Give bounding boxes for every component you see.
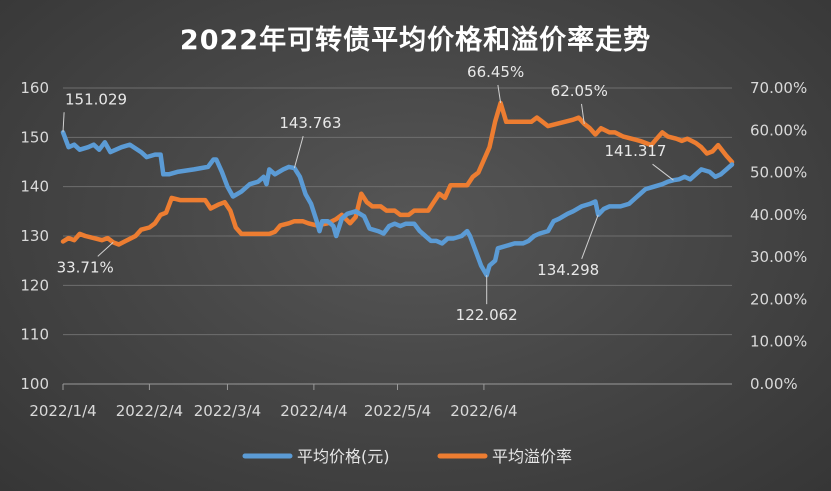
series-lines (60, 100, 735, 278)
x-tick-label: 2022/4/4 (280, 402, 347, 420)
data-label: 122.062 (456, 306, 518, 324)
legend-label: 平均价格(元) (297, 447, 390, 466)
price-line (60, 130, 735, 278)
legend: 平均价格(元) 平均溢价率 (242, 447, 572, 466)
label-leader (581, 103, 585, 125)
data-labels: 151.029 143.763 122.062 134.298 141.317 33.71… (57, 63, 674, 324)
y-right-tick-label: 60.00% (750, 121, 807, 139)
label-leader (293, 135, 304, 169)
label-leader (62, 112, 65, 133)
y-axis-left: 100 110 120 130 140 150 160 (20, 79, 49, 393)
x-tick-label: 2022/3/4 (194, 402, 261, 420)
y-right-tick-label: 10.00% (750, 333, 807, 351)
y-left-tick-label: 140 (20, 178, 49, 196)
data-label: 151.029 (65, 90, 127, 108)
label-leader (581, 214, 599, 259)
y-right-tick-label: 0.00% (750, 375, 798, 393)
gridlines (63, 87, 732, 385)
x-tick-label: 2022/6/4 (450, 402, 517, 420)
legend-label: 平均溢价率 (492, 447, 572, 466)
y-left-tick-label: 130 (20, 227, 49, 245)
y-right-tick-label: 30.00% (750, 248, 807, 266)
label-leader (97, 241, 114, 257)
data-label: 134.298 (537, 261, 599, 279)
data-label: 141.317 (604, 142, 666, 160)
data-label: 62.05% (551, 82, 608, 100)
y-axis-right: 0.00% 10.00% 20.00% 30.00% 40.00% 50.00% 60.00… (750, 79, 807, 393)
y-right-tick-label: 40.00% (750, 206, 807, 224)
y-left-tick-label: 120 (20, 276, 49, 294)
y-right-tick-label: 20.00% (750, 290, 807, 308)
x-tick-label: 2022/1/4 (29, 402, 96, 420)
premium-line (60, 100, 735, 247)
x-tick-label: 2022/5/4 (364, 402, 431, 420)
data-label: 33.71% (57, 258, 114, 276)
label-leader (652, 163, 674, 181)
data-label: 143.763 (279, 114, 341, 132)
y-left-tick-label: 110 (20, 326, 49, 344)
x-axis: 2022/1/4 2022/2/4 2022/3/4 2022/4/4 2022/5/4… (29, 384, 518, 420)
y-left-tick-label: 150 (20, 128, 49, 146)
x-tick-label: 2022/2/4 (116, 402, 183, 420)
y-left-tick-label: 100 (20, 375, 49, 393)
y-left-tick-label: 160 (20, 79, 49, 97)
label-leader (497, 84, 502, 104)
data-label: 66.45% (467, 63, 524, 81)
y-right-tick-label: 50.00% (750, 164, 807, 182)
chart-title: 2022年可转债平均价格和溢价率走势 (179, 25, 652, 56)
y-right-tick-label: 70.00% (750, 79, 807, 97)
